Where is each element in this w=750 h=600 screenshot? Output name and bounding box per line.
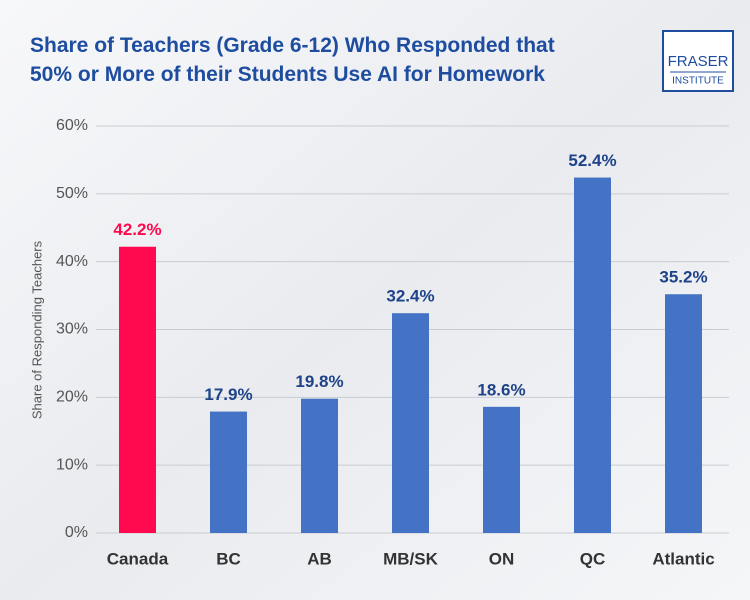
- logo: FRASER INSTITUTE: [662, 30, 734, 92]
- value-label: 35.2%: [659, 268, 707, 287]
- bar: [483, 406, 520, 533]
- bar: [301, 398, 338, 533]
- y-tick-label: 60%: [56, 117, 88, 134]
- logo-text: FRASER: [668, 53, 729, 70]
- x-tick-label: ON: [489, 549, 515, 568]
- value-label: 19.8%: [295, 372, 343, 391]
- x-tick-label: AB: [307, 549, 332, 568]
- y-tick-label: 0%: [65, 524, 88, 541]
- bar: [665, 294, 702, 533]
- y-axis-label: Share of Responding Teachers: [29, 240, 44, 419]
- x-tick-label: Canada: [107, 549, 169, 568]
- logo-text: INSTITUTE: [672, 76, 724, 87]
- x-tick-label: QC: [580, 549, 606, 568]
- bar: [119, 246, 156, 533]
- value-label: 52.4%: [568, 151, 616, 170]
- bar: [574, 177, 611, 533]
- value-label: 32.4%: [386, 287, 434, 306]
- chart-title: 50% or More of their Students Use AI for…: [30, 63, 545, 86]
- chart-title: Share of Teachers (Grade 6-12) Who Respo…: [30, 34, 555, 57]
- x-tick-label: MB/SK: [383, 549, 439, 568]
- x-tick-label: BC: [216, 549, 241, 568]
- bar: [392, 313, 429, 533]
- y-tick-label: 40%: [56, 253, 88, 270]
- value-label: 18.6%: [477, 380, 525, 399]
- y-tick-label: 50%: [56, 185, 88, 202]
- y-tick-label: 20%: [56, 389, 88, 406]
- x-tick-label: Atlantic: [652, 549, 714, 568]
- value-label: 42.2%: [113, 220, 161, 239]
- y-tick-label: 10%: [56, 456, 88, 473]
- y-tick-label: 30%: [56, 321, 88, 338]
- value-label: 17.9%: [204, 385, 252, 404]
- bar: [210, 411, 247, 533]
- logo-box: [662, 30, 734, 92]
